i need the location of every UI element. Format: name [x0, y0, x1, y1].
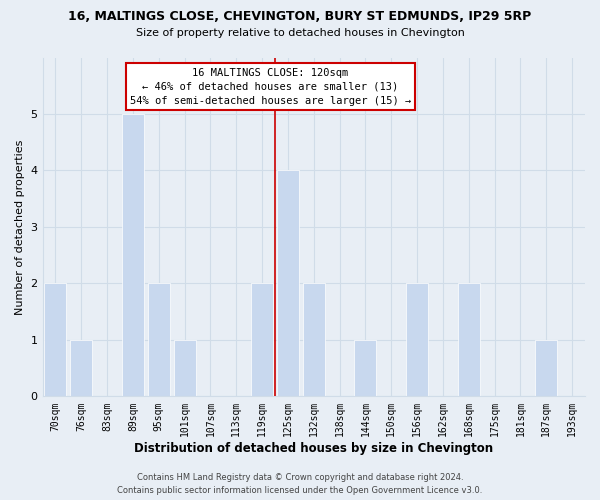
Bar	[303, 284, 325, 397]
Bar	[535, 340, 557, 396]
Text: Contains HM Land Registry data © Crown copyright and database right 2024.
Contai: Contains HM Land Registry data © Crown c…	[118, 474, 482, 495]
Bar	[406, 284, 428, 397]
Bar	[70, 340, 92, 396]
Bar	[173, 340, 196, 396]
Text: Size of property relative to detached houses in Chevington: Size of property relative to detached ho…	[136, 28, 464, 38]
Bar	[44, 284, 67, 397]
Bar	[277, 170, 299, 396]
Bar	[122, 114, 144, 397]
Bar	[458, 284, 480, 397]
Bar	[148, 284, 170, 397]
Y-axis label: Number of detached properties: Number of detached properties	[15, 139, 25, 314]
Bar	[355, 340, 376, 396]
Bar	[251, 284, 273, 397]
X-axis label: Distribution of detached houses by size in Chevington: Distribution of detached houses by size …	[134, 442, 493, 455]
Text: 16 MALTINGS CLOSE: 120sqm
← 46% of detached houses are smaller (13)
54% of semi-: 16 MALTINGS CLOSE: 120sqm ← 46% of detac…	[130, 68, 411, 106]
Text: 16, MALTINGS CLOSE, CHEVINGTON, BURY ST EDMUNDS, IP29 5RP: 16, MALTINGS CLOSE, CHEVINGTON, BURY ST …	[68, 10, 532, 23]
